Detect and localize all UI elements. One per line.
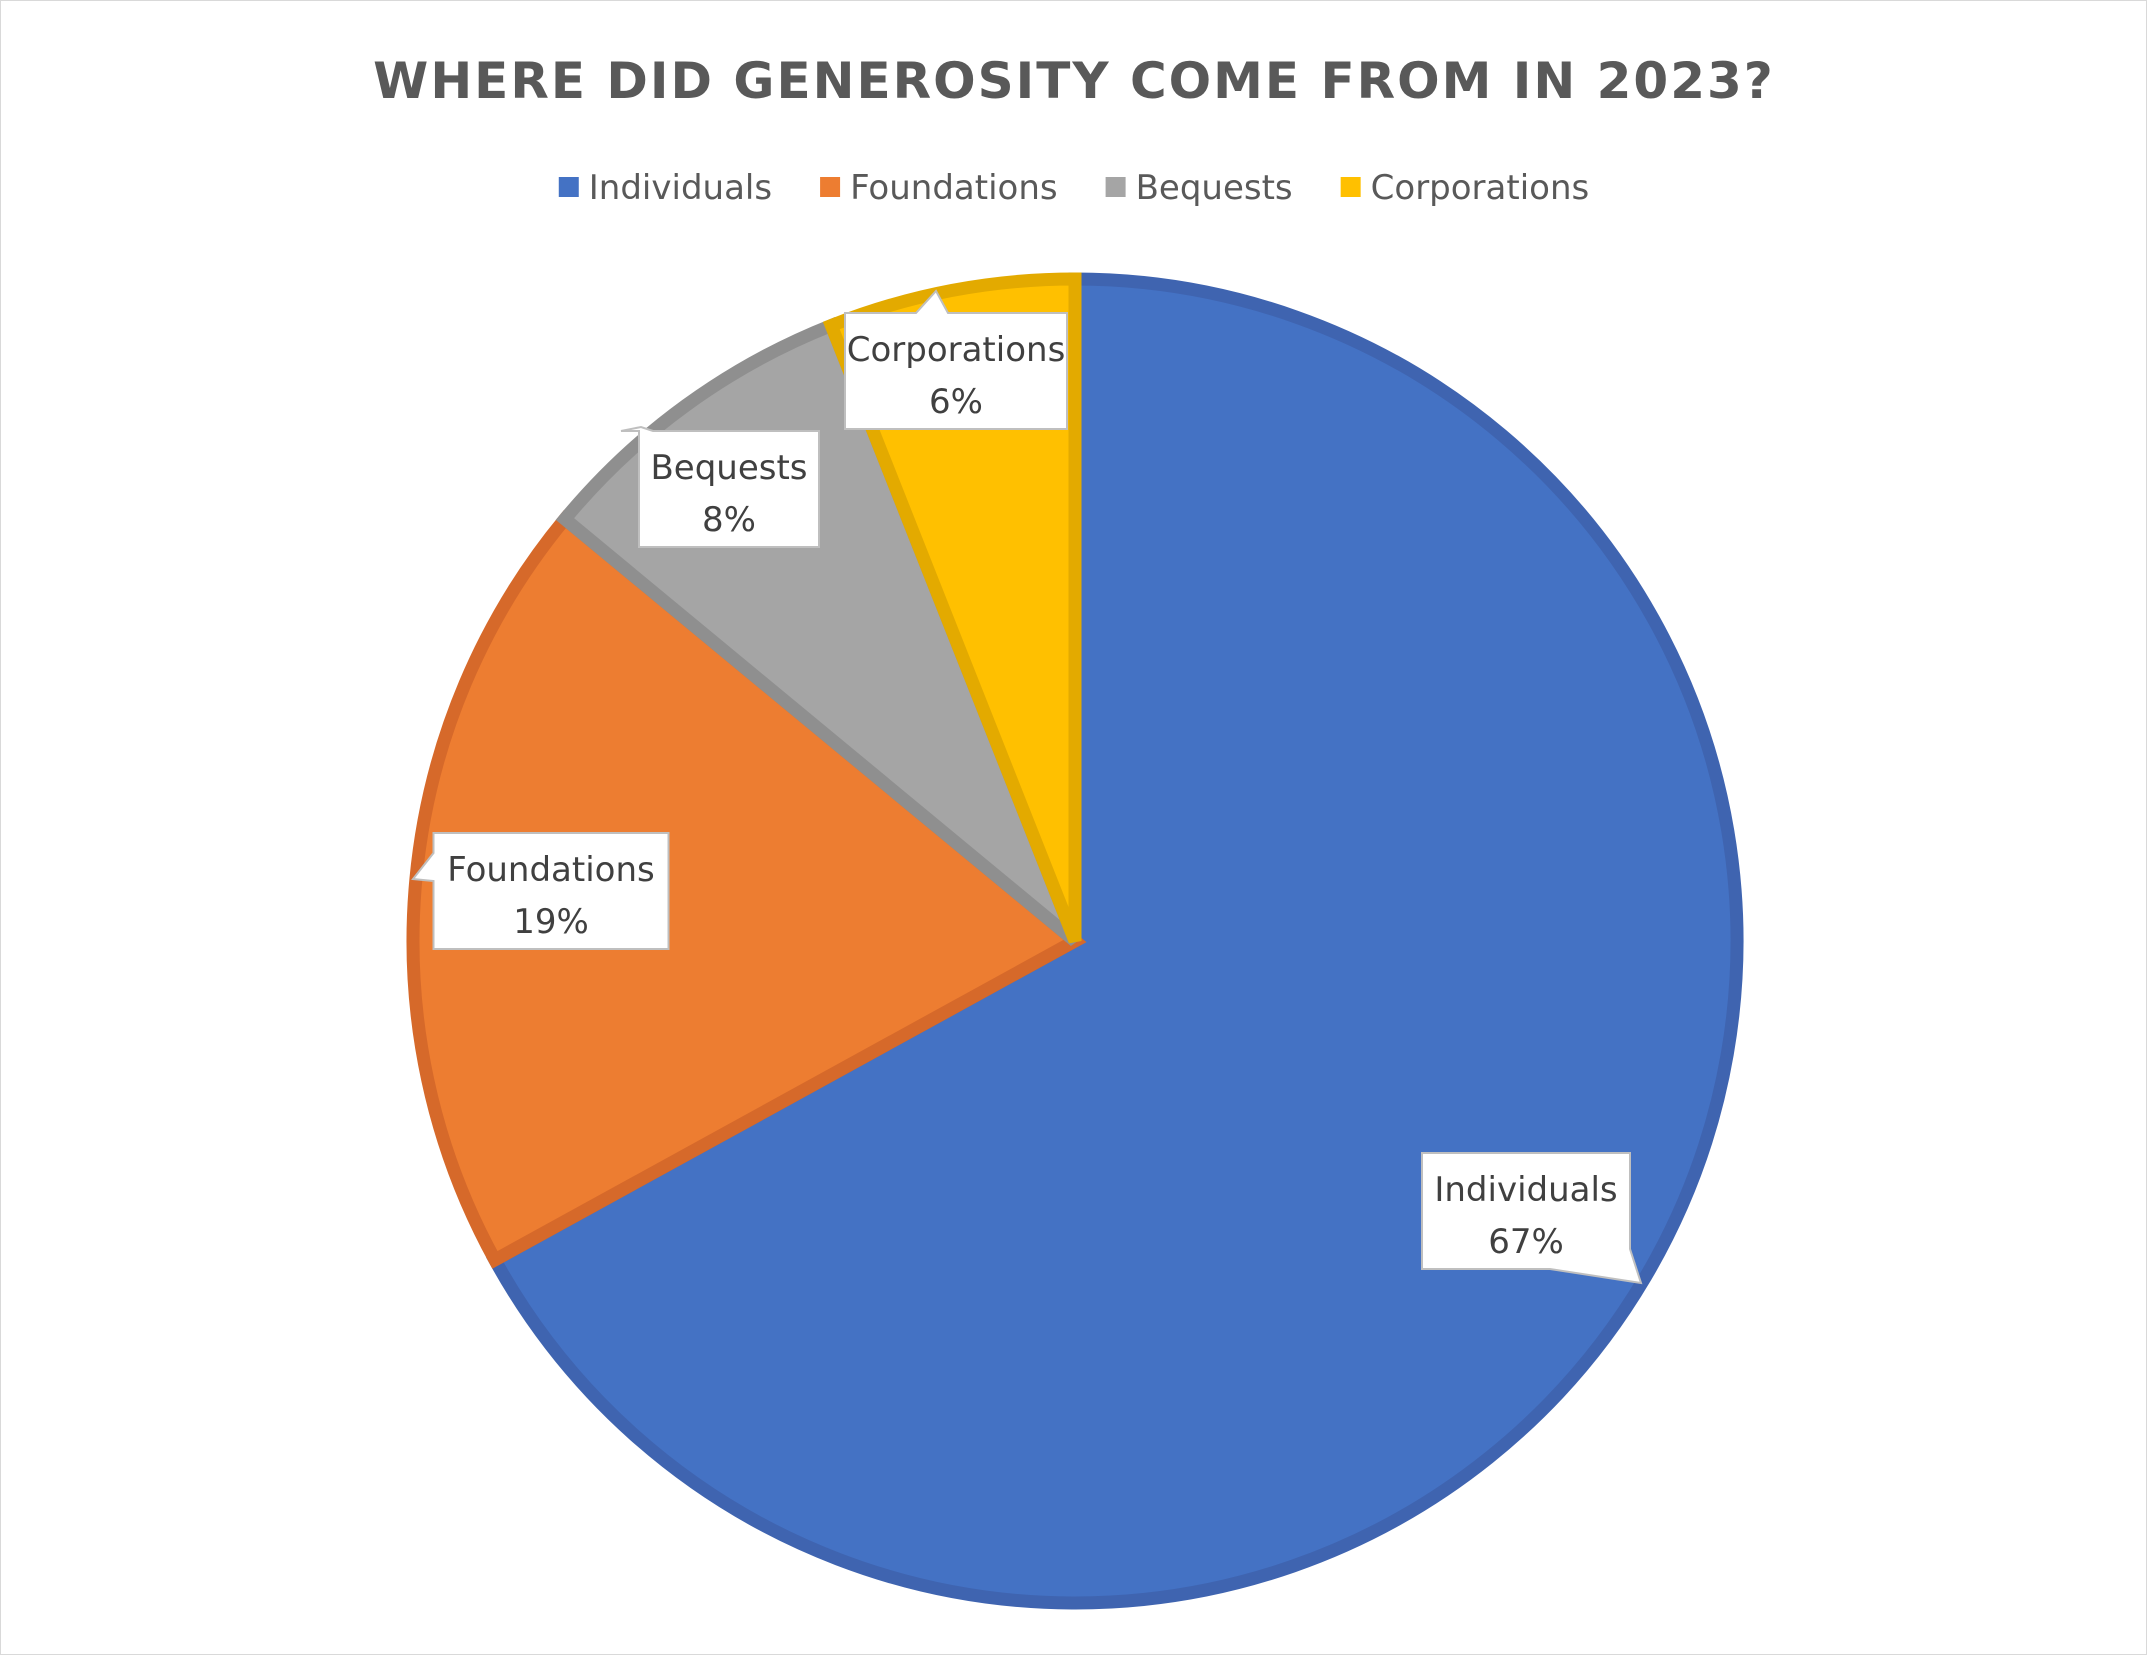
- data-label-category: Corporations: [847, 330, 1066, 370]
- data-label-category: Bequests: [650, 448, 807, 488]
- legend-swatch: [820, 177, 841, 197]
- chart-title: WHERE DID GENEROSITY COME FROM IN 2023?: [373, 52, 1775, 110]
- legend-swatch: [558, 177, 579, 197]
- legend-label: Corporations: [1371, 168, 1590, 208]
- legend: Individuals Foundations Bequests Corporatio…: [558, 168, 1590, 208]
- callout-box: [1421, 1152, 1643, 1285]
- legend-item-foundations: Foundations: [820, 168, 1058, 208]
- data-label-individuals: Individuals 67%: [1421, 1152, 1643, 1285]
- data-label-category: Foundations: [447, 850, 655, 890]
- data-label-category: Individuals: [1434, 1170, 1617, 1210]
- data-label-value: 67%: [1488, 1222, 1564, 1262]
- legend-label: Bequests: [1136, 168, 1293, 208]
- legend-item-individuals: Individuals: [558, 168, 772, 208]
- data-labels: Individuals 67% Foundations 19% Bequests 8% Co…: [411, 289, 1643, 1285]
- data-label-value: 19%: [513, 902, 589, 942]
- data-label-value: 6%: [929, 382, 983, 422]
- callout-box: [844, 289, 1068, 430]
- pie-slices: [406, 272, 1744, 1610]
- legend-label: Foundations: [850, 168, 1058, 208]
- data-label-foundations: Foundations 19%: [411, 832, 670, 950]
- legend-swatch: [1340, 177, 1361, 197]
- legend-swatch: [1105, 177, 1126, 197]
- legend-item-corporations: Corporations: [1340, 168, 1590, 208]
- callout-box: [411, 832, 670, 950]
- data-label-bequests: Bequests 8%: [620, 425, 820, 548]
- data-label-corporations: Corporations 6%: [844, 289, 1068, 430]
- legend-item-bequests: Bequests: [1105, 168, 1293, 208]
- callout-box: [620, 425, 820, 548]
- slice-individuals: [486, 272, 1744, 1610]
- legend-label: Individuals: [589, 168, 772, 208]
- data-label-value: 8%: [702, 500, 756, 540]
